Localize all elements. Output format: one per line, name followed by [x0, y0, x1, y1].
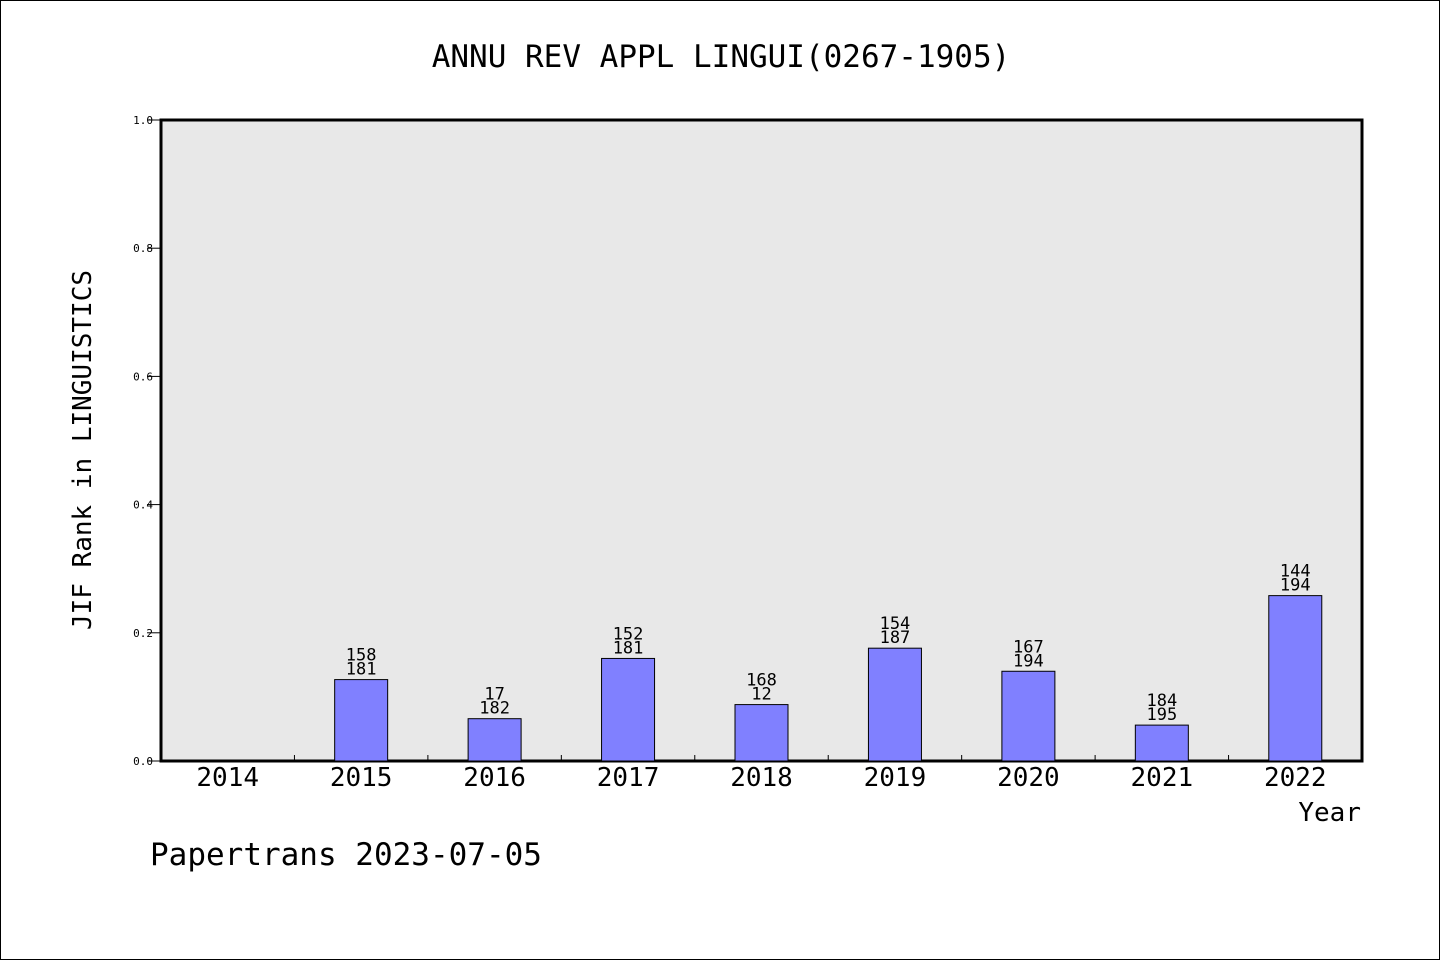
chart-title: ANNU REV APPL LINGUI(0267-1905): [432, 39, 1011, 75]
bar-label-rank: 152: [613, 624, 644, 644]
y-tick-label: 0.6: [133, 370, 153, 383]
footer-credit: Papertrans 2023-07-05: [150, 837, 542, 873]
bar-label-total: 181: [613, 638, 644, 658]
bar-label-total: 195: [1146, 705, 1177, 725]
bar-label-total: 181: [346, 660, 377, 680]
bar-label-total: 194: [1013, 651, 1044, 671]
y-tick-label: 0.8: [133, 242, 153, 255]
bar-2015: [334, 679, 389, 762]
bar-label-rank: 158: [346, 646, 377, 666]
bar-label-total: 194: [1280, 576, 1311, 596]
bar-label-rank: 168: [746, 671, 777, 691]
x-tick-label: 2015: [330, 763, 393, 793]
bar-2016: [467, 718, 522, 762]
bar-2022: [1268, 595, 1323, 762]
y-axis: 0.0 0.2 0.4 0.6 0.8 1.0: [133, 114, 161, 768]
x-tick-label: 2020: [997, 763, 1060, 793]
bar-2018: [734, 704, 789, 762]
y-tick-label: 0.4: [133, 499, 153, 512]
y-tick-label: 1.0: [133, 114, 153, 127]
bar-label-rank: 167: [1013, 637, 1044, 657]
x-tick-label: 2014: [196, 763, 259, 793]
x-axis: 2014 2015 2016 2017 2018 2019 2020 2021 2022: [196, 755, 1327, 793]
bar-label-total: 12: [751, 685, 771, 705]
x-tick-label: 2016: [463, 763, 526, 793]
bar-label-rank: 184: [1146, 691, 1177, 711]
bar-2017: [601, 657, 656, 762]
bar-2019: [867, 647, 922, 762]
y-axis-label: JIF Rank in LINGUISTICS: [68, 270, 98, 630]
bar-label-rank: 17: [484, 685, 504, 705]
bar-label-rank: 144: [1280, 562, 1311, 582]
y-tick-label: 0.2: [133, 627, 153, 640]
x-tick-label: 2017: [597, 763, 660, 793]
x-tick-label: 2021: [1131, 763, 1194, 793]
x-tick-label: 2018: [730, 763, 793, 793]
y-tick-label: 0.0: [133, 755, 153, 768]
bar-2021: [1134, 724, 1189, 762]
plot-area: [159, 118, 1364, 763]
x-axis-label: Year: [1298, 798, 1361, 828]
bar-2020: [1001, 670, 1056, 762]
bar-label-total: 187: [880, 628, 911, 648]
x-tick-label: 2022: [1264, 763, 1327, 793]
x-tick-label: 2019: [864, 763, 927, 793]
bar-label-total: 182: [479, 699, 510, 719]
bar-label-rank: 154: [880, 614, 911, 634]
bar-series: [334, 595, 1323, 762]
